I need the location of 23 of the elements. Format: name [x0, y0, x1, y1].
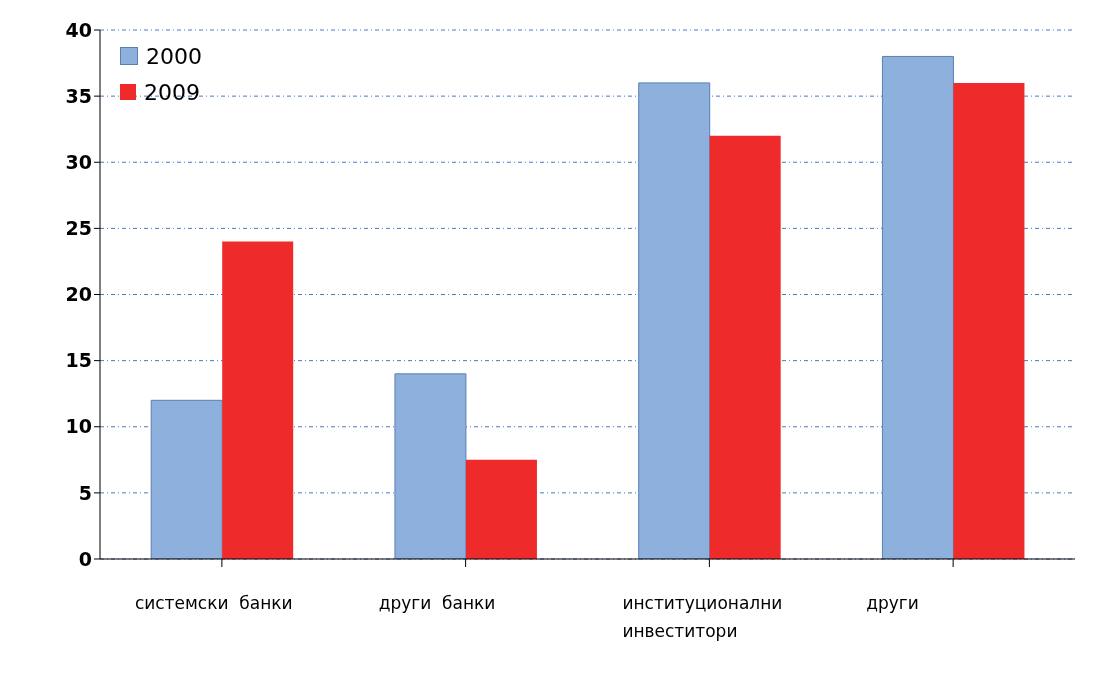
- y-tick-label: 20: [65, 283, 92, 306]
- x-tick-label: други: [866, 593, 919, 613]
- y-tick-label: 40: [65, 18, 92, 41]
- x-tick-label: други банки: [378, 593, 496, 613]
- bar: [394, 373, 467, 559]
- bar: [638, 82, 711, 559]
- y-tick-label: 25: [65, 217, 92, 240]
- y-tick-label: 35: [65, 84, 92, 107]
- y-tick-label: 10: [65, 415, 92, 438]
- bar: [881, 55, 954, 559]
- y-tick-label: 5: [78, 481, 92, 504]
- bar: [709, 135, 781, 559]
- y-tick-label: 0: [78, 547, 92, 570]
- x-tick-label: системски банки: [134, 593, 293, 613]
- x-tick-label: институционални инвеститори: [622, 593, 783, 641]
- y-tick-label: 15: [65, 349, 92, 372]
- bar: [953, 82, 1025, 559]
- legend-label: 2009: [144, 79, 200, 105]
- bar: [222, 241, 294, 559]
- legend-label: 2000: [146, 43, 202, 69]
- y-tick-label: 30: [65, 150, 92, 173]
- bar: [150, 399, 223, 559]
- bar: [465, 459, 537, 559]
